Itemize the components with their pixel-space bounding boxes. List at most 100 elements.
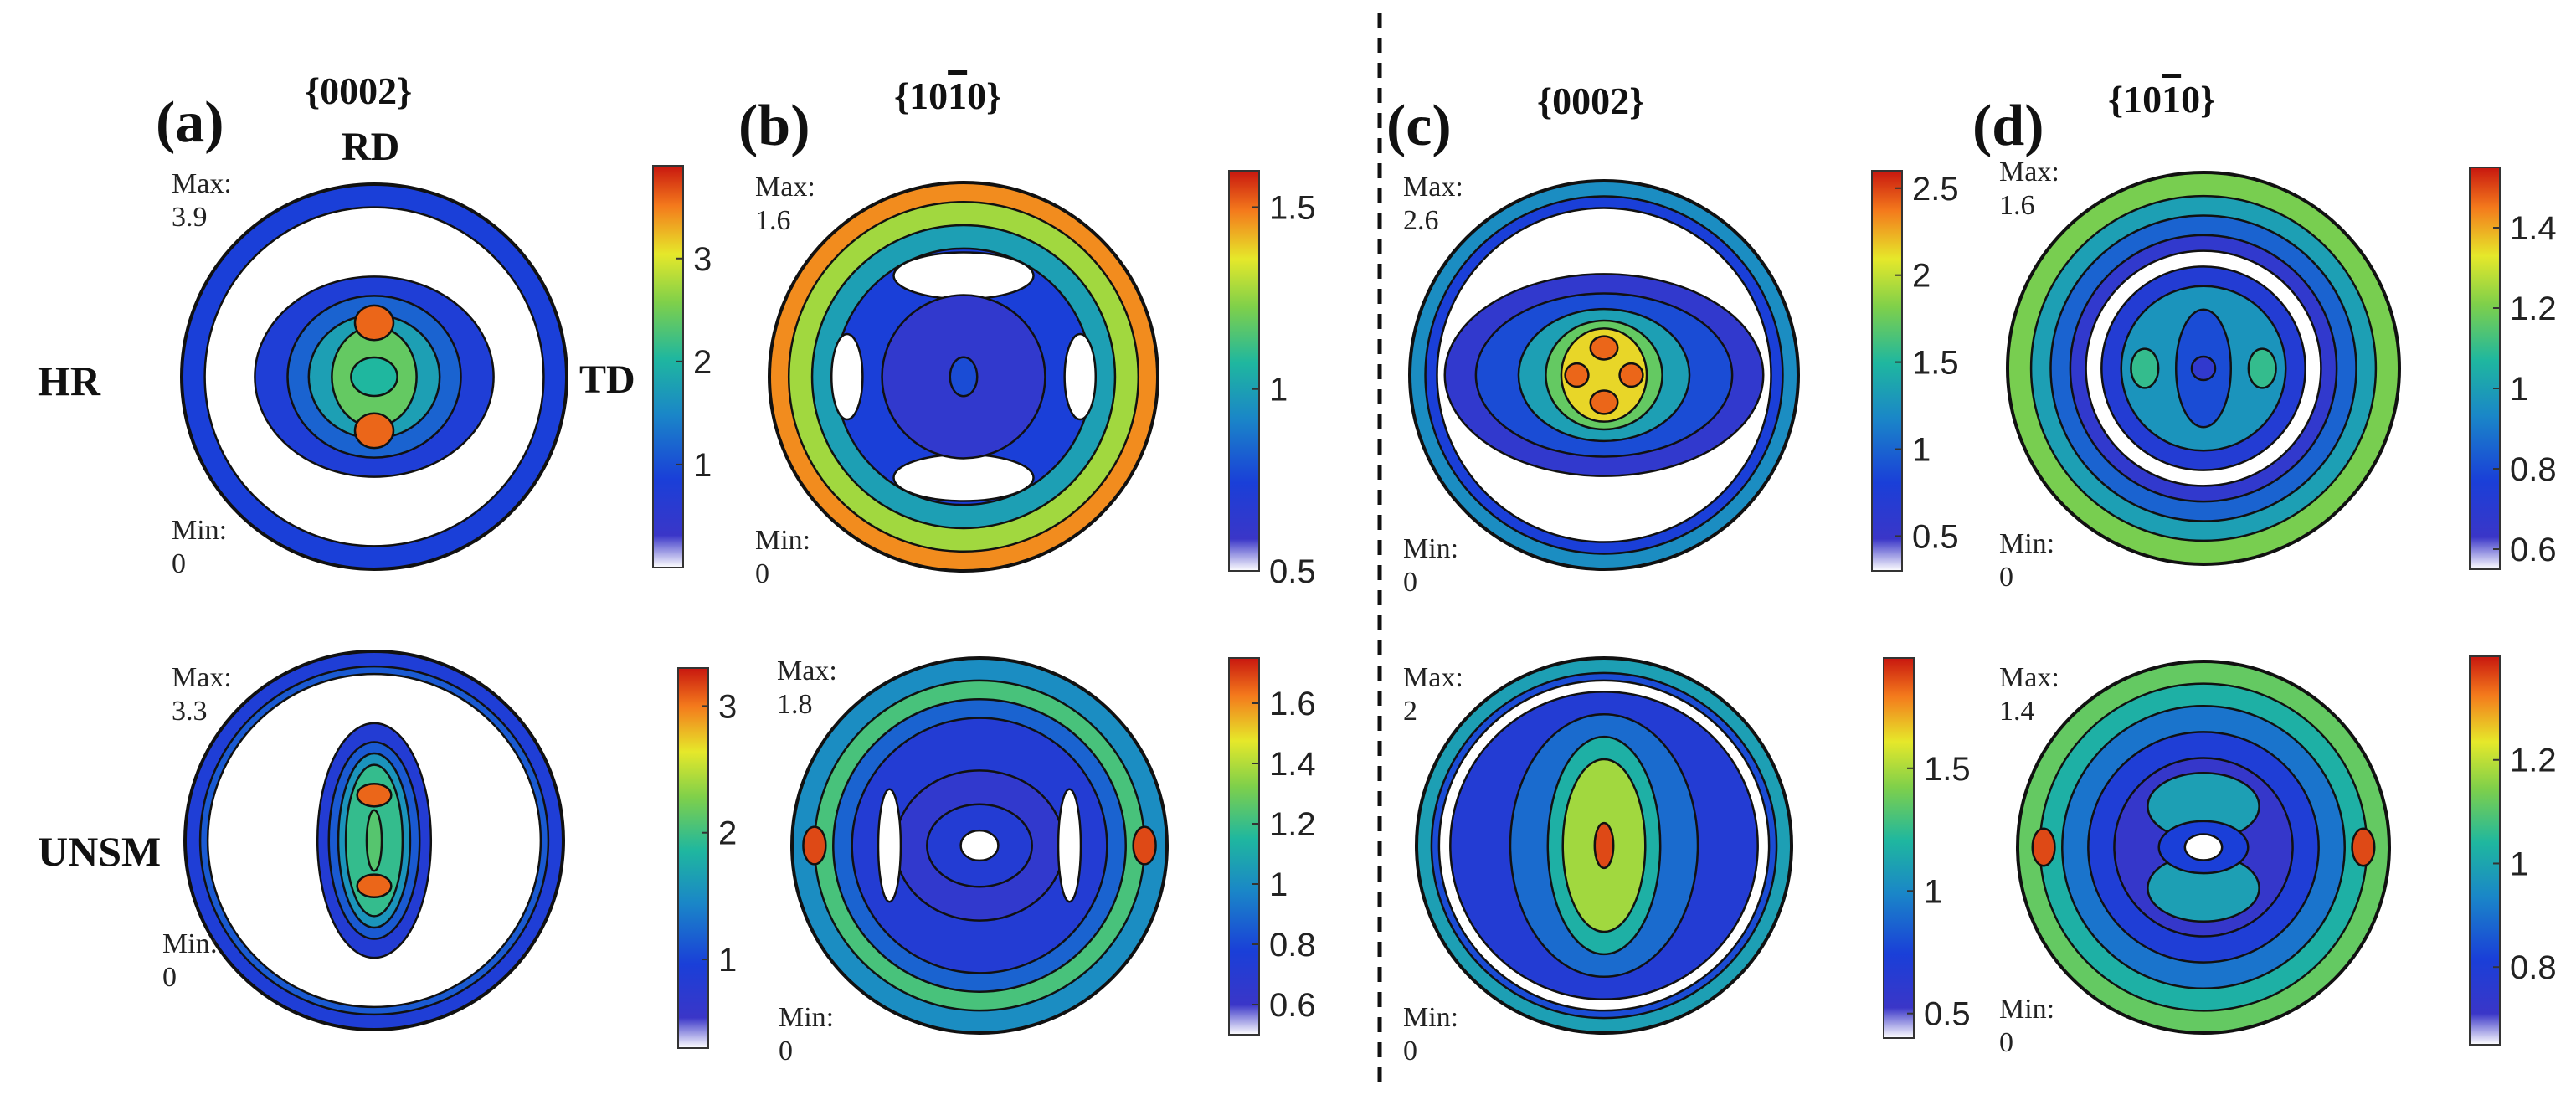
pole-figure-c-hr	[1408, 179, 1800, 571]
panel-b-letter: (b)	[738, 94, 810, 158]
colorbar-tick-label: 0.5	[1912, 518, 1959, 555]
max-annotation-d-unsm: Max: 1.4	[1999, 662, 2059, 727]
pole-figure-a-unsm	[183, 650, 565, 1031]
colorbar-tick-label: 1.5	[1269, 189, 1316, 226]
pole-figure-outline	[1415, 656, 1793, 1035]
colorbar-gradient	[1228, 170, 1260, 572]
contour-band	[1589, 335, 1619, 361]
pole-figure-outline	[180, 182, 568, 571]
rd-label: RD	[342, 125, 400, 169]
panel-c-plane: {0002}	[1537, 80, 1645, 122]
contour-band	[2031, 827, 2056, 867]
min-annotation-d-hr: Min: 0	[1999, 528, 2055, 593]
colorbar-b-hr: 0.5 1 1.5	[1228, 170, 1316, 590]
colorbar-a-hr: 1 2 3	[652, 165, 712, 568]
panel-d-letter: (d)	[1972, 94, 2044, 158]
colorbar-tick-label: 0.5	[1924, 996, 1971, 1033]
contour-band	[2183, 833, 2224, 861]
contour-band	[365, 809, 383, 872]
contour-band	[1063, 332, 1098, 421]
pole-figure-c-unsm	[1415, 656, 1793, 1035]
contour-band	[892, 453, 1035, 502]
contour-band	[802, 825, 827, 866]
pole-figure-outline	[2016, 660, 2391, 1035]
contour-band	[1057, 788, 1082, 903]
contour-band	[1618, 362, 1644, 388]
contour-band	[1560, 327, 1648, 423]
pole-figure-outline	[1408, 179, 1800, 571]
colorbar-tick-label: 2	[718, 815, 737, 852]
pole-figure-outline	[790, 656, 1169, 1035]
td-label: TD	[579, 357, 635, 402]
contour-band	[2351, 827, 2376, 867]
min-annotation-c-unsm: Min: 0	[1403, 1002, 1459, 1067]
contour-band	[959, 829, 1000, 862]
colorbar-tick-label: 0.8	[2510, 949, 2557, 986]
panel-d-plane: {1010}	[2108, 78, 2216, 121]
colorbar-tick-label: 0.5	[1269, 553, 1316, 590]
max-annotation-a-hr: Max: 3.9	[172, 168, 232, 233]
colorbar-tick-label: 1.4	[2510, 210, 2557, 247]
colorbar-d-unsm: 0.8 1 1.2	[2469, 655, 2557, 1046]
contour-band	[356, 782, 393, 808]
contour-band	[353, 304, 395, 342]
colorbar-tick-label: 1.6	[1269, 686, 1316, 722]
contour-band	[2190, 355, 2217, 382]
colorbar-tick-label: 2	[1912, 258, 1931, 295]
colorbar-c-hr: 0.5 1 1.5 2 2.5	[1871, 170, 1959, 572]
min-annotation-a-hr: Min: 0	[172, 515, 228, 579]
min-annotation-b-unsm: Min: 0	[779, 1002, 835, 1067]
max-annotation-a-unsm: Max: 3.3	[172, 662, 232, 727]
colorbar-tick-label: 1	[693, 447, 712, 484]
pole-figure-b-unsm	[790, 656, 1169, 1035]
contour-band	[949, 356, 979, 398]
max-annotation-b-hr: Max: 1.6	[755, 172, 815, 236]
colorbar-gradient	[1883, 657, 1915, 1039]
panel-a-letter: (a)	[156, 90, 224, 155]
pole-figure-outline	[183, 650, 565, 1031]
colorbar-tick-label: 1	[1924, 873, 1942, 910]
colorbar-tick-label: 1	[1269, 866, 1288, 903]
contour-band	[1593, 821, 1615, 870]
contour-band	[1589, 389, 1619, 415]
contour-band	[2247, 347, 2277, 389]
colorbar-tick-label: 3	[693, 241, 712, 278]
colorbar-tick-label: 0.8	[1269, 927, 1316, 964]
colorbar-c-unsm: 0.5 1 1.5	[1883, 657, 1971, 1039]
min-annotation-c-hr: Min: 0	[1403, 533, 1459, 598]
contour-band	[1564, 362, 1590, 388]
row-label-hr: HR	[38, 357, 100, 404]
contour-band	[2130, 347, 2160, 389]
panel-b-plane: {1010}	[894, 75, 1002, 117]
colorbar-tick-label: 1	[2510, 371, 2528, 408]
max-annotation-c-hr: Max: 2.6	[1403, 172, 1463, 236]
pole-figure-outline	[2006, 171, 2401, 566]
contour-band	[353, 412, 395, 450]
colorbar-tick-label: 1.5	[1924, 751, 1971, 788]
pole-figure-d-unsm	[2016, 660, 2391, 1035]
contour-band	[350, 356, 398, 398]
colorbar-tick-label: 1.4	[1269, 746, 1316, 783]
colorbar-tick-label: 2	[693, 344, 712, 381]
colorbar-gradient	[677, 667, 709, 1049]
colorbar-a-unsm: 1 2 3	[677, 667, 737, 1049]
colorbar-gradient	[2469, 167, 2501, 570]
colorbar-tick-label: 1	[1912, 432, 1931, 469]
pole-figure-outline	[768, 181, 1159, 573]
contour-band	[877, 788, 902, 903]
colorbar-tick-label: 0.8	[2510, 451, 2557, 488]
min-annotation-d-unsm: Min: 0	[1999, 994, 2055, 1058]
colorbar-gradient	[652, 165, 684, 568]
colorbar-tick-label: 0.6	[2510, 532, 2557, 568]
contour-band	[356, 873, 393, 899]
min-annotation-b-hr: Min: 0	[755, 525, 811, 589]
colorbar-tick-label: 3	[718, 688, 737, 725]
colorbar-tick-label: 0.6	[1269, 987, 1316, 1024]
colorbar-gradient	[1871, 170, 1903, 572]
row-label-unsm: UNSM	[38, 828, 162, 875]
colorbar-tick-label: 1	[1269, 372, 1288, 409]
colorbar-tick-label: 1.2	[2510, 290, 2557, 327]
pole-figure-a-hr	[180, 182, 568, 571]
colorbar-gradient	[1228, 657, 1260, 1036]
